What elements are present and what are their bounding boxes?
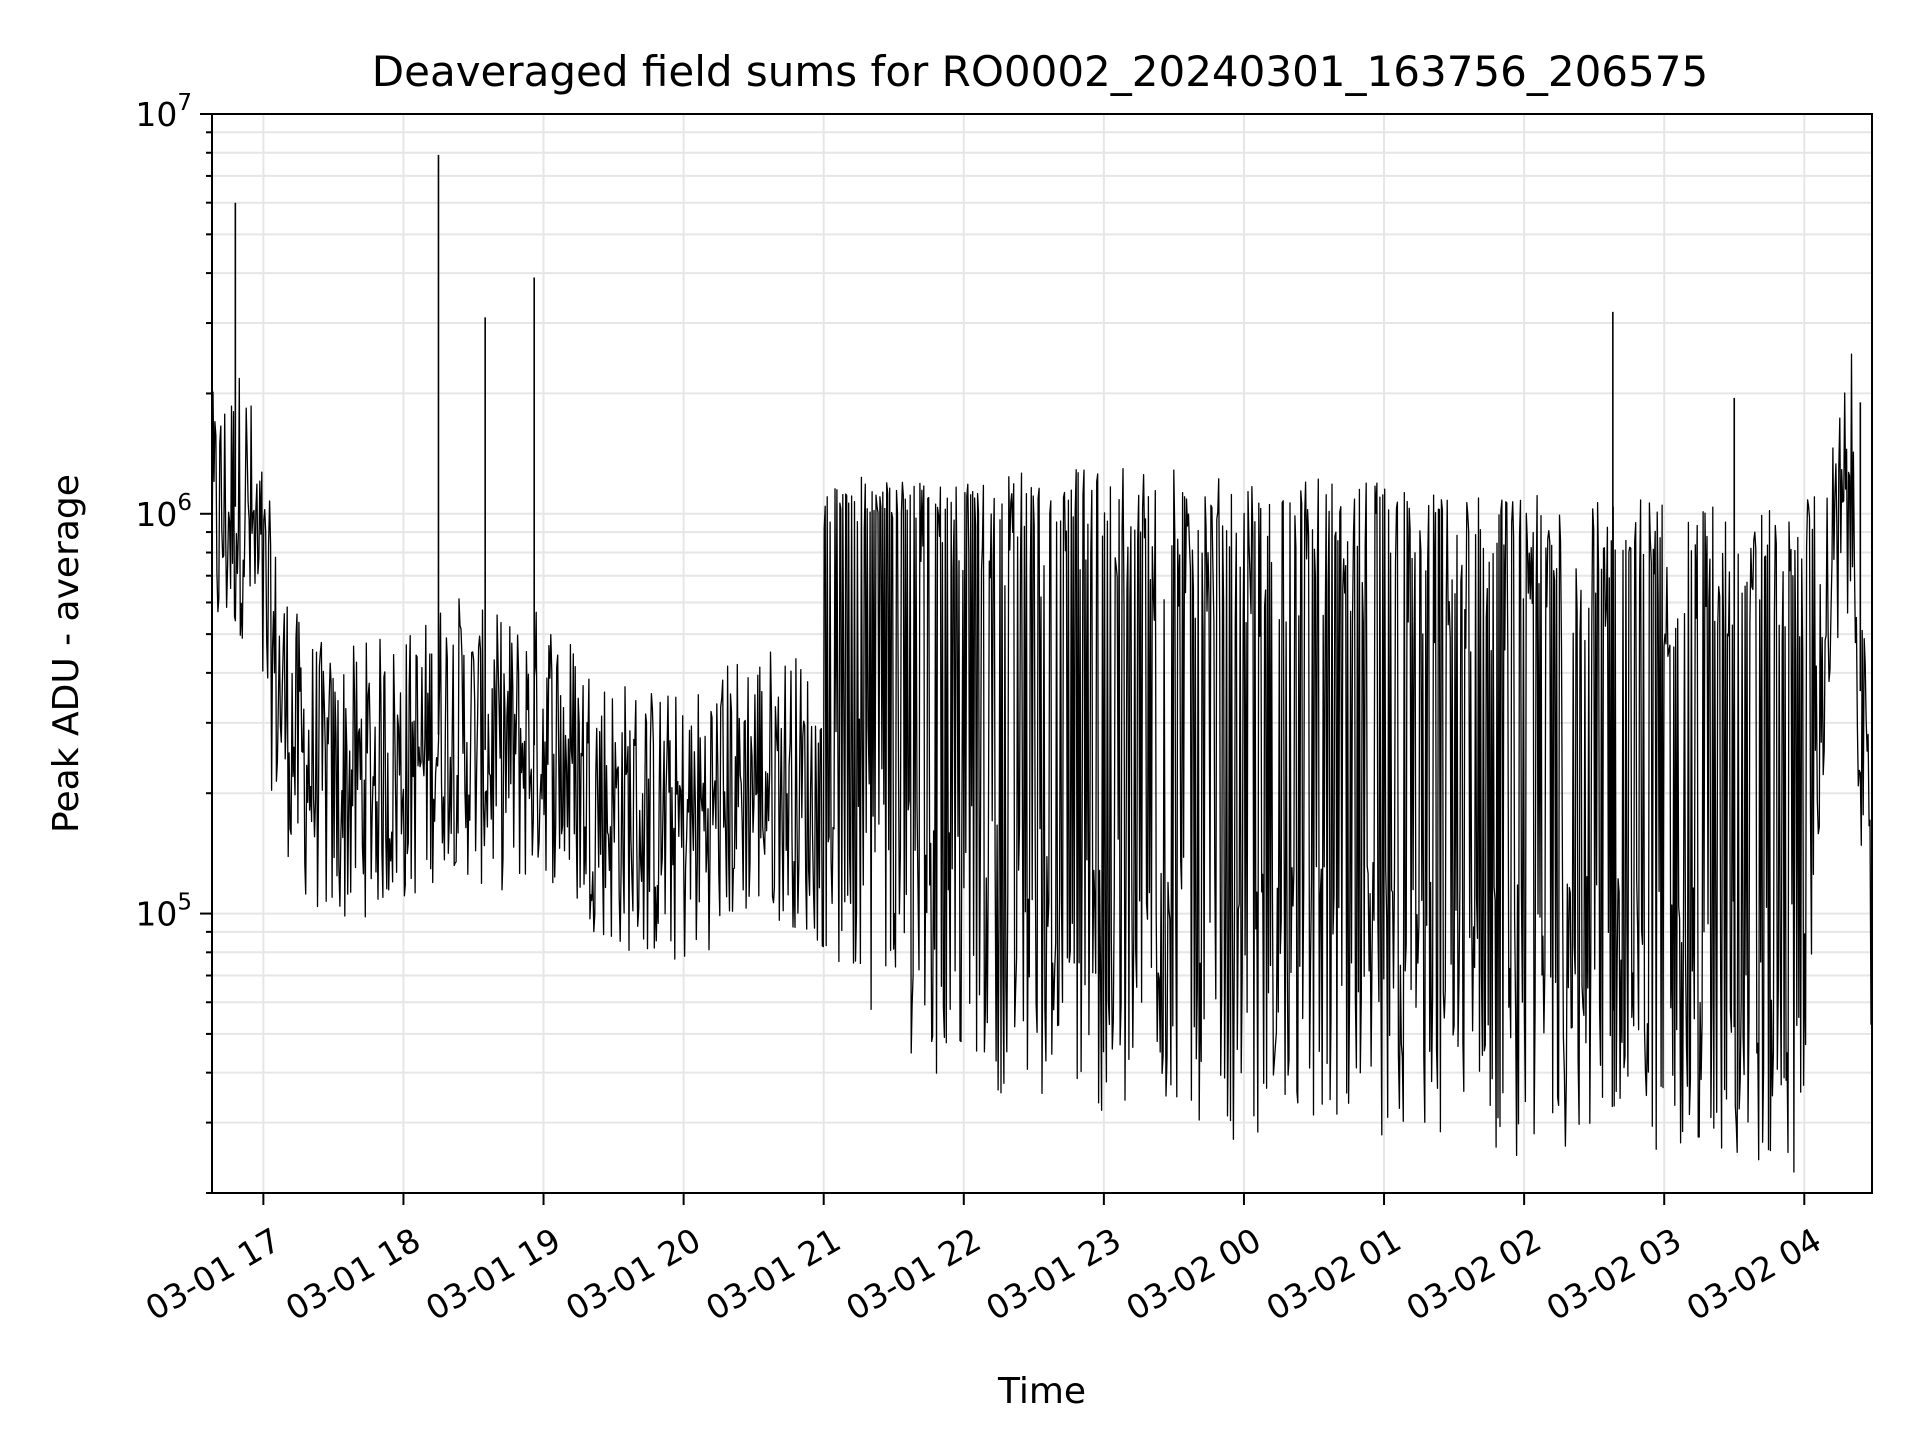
series-line [211, 353, 1873, 1173]
y-tick-label: 106 [135, 490, 192, 534]
x-axis-label: Time [997, 1371, 1086, 1412]
y-tick-label: 107 [135, 90, 192, 134]
plot-frame [211, 113, 1873, 1194]
chart-title: Deaveraged field sums for RO0002_2024030… [372, 47, 1708, 96]
y-axis-label: Peak ADU - average [46, 474, 87, 833]
y-tick-label: 105 [135, 890, 192, 934]
series-line-group [211, 154, 1873, 1173]
